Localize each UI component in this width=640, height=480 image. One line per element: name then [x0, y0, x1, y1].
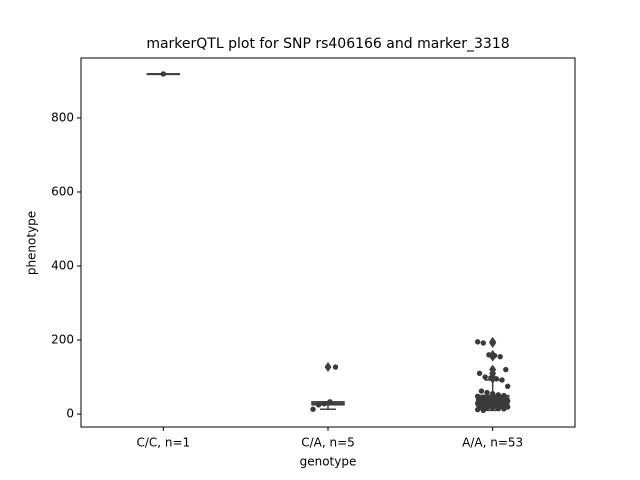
strip-point [484, 389, 490, 396]
y-tick-label: 200 [51, 333, 74, 347]
strip-point [497, 353, 503, 360]
strip-point [482, 374, 488, 380]
strip-point [488, 375, 494, 381]
outlier [489, 337, 497, 348]
x-axis-label: genotype [300, 455, 357, 469]
y-axis-label: phenotype [25, 211, 39, 275]
strip-point [480, 407, 486, 414]
strip-point [504, 383, 511, 389]
strip-point [489, 390, 496, 397]
strip-point [478, 388, 485, 394]
strip-point [499, 377, 505, 383]
chart-title: markerQTL plot for SNP rs406166 and mark… [146, 36, 509, 52]
strip-point [327, 399, 333, 405]
strip-point [474, 339, 481, 345]
strip-point [501, 406, 507, 412]
y-tick-label: 400 [51, 259, 74, 273]
strip-point [315, 402, 322, 408]
strip-point [489, 405, 496, 411]
strip-point [493, 376, 500, 382]
outlier [324, 362, 332, 373]
x-tick-label: C/C, n=1 [136, 436, 190, 450]
x-tick-label: C/A, n=5 [301, 436, 355, 450]
y-tick-label: 800 [51, 110, 74, 124]
strip-point [480, 340, 486, 346]
strip-point [321, 400, 327, 407]
strip-point [476, 370, 483, 377]
strip-point [160, 71, 167, 77]
strip-point [495, 405, 501, 412]
y-tick-label: 0 [66, 407, 74, 421]
strip-point [491, 352, 498, 359]
strip-point [474, 406, 481, 413]
y-tick-label: 600 [51, 184, 74, 198]
strip-point [486, 352, 492, 358]
strip-point [484, 405, 490, 411]
strip-point [503, 366, 509, 373]
x-tick-label: A/A, n=53 [462, 436, 523, 450]
strip-point [332, 364, 339, 370]
plot-frame [80, 57, 576, 428]
strip-point [310, 406, 316, 412]
